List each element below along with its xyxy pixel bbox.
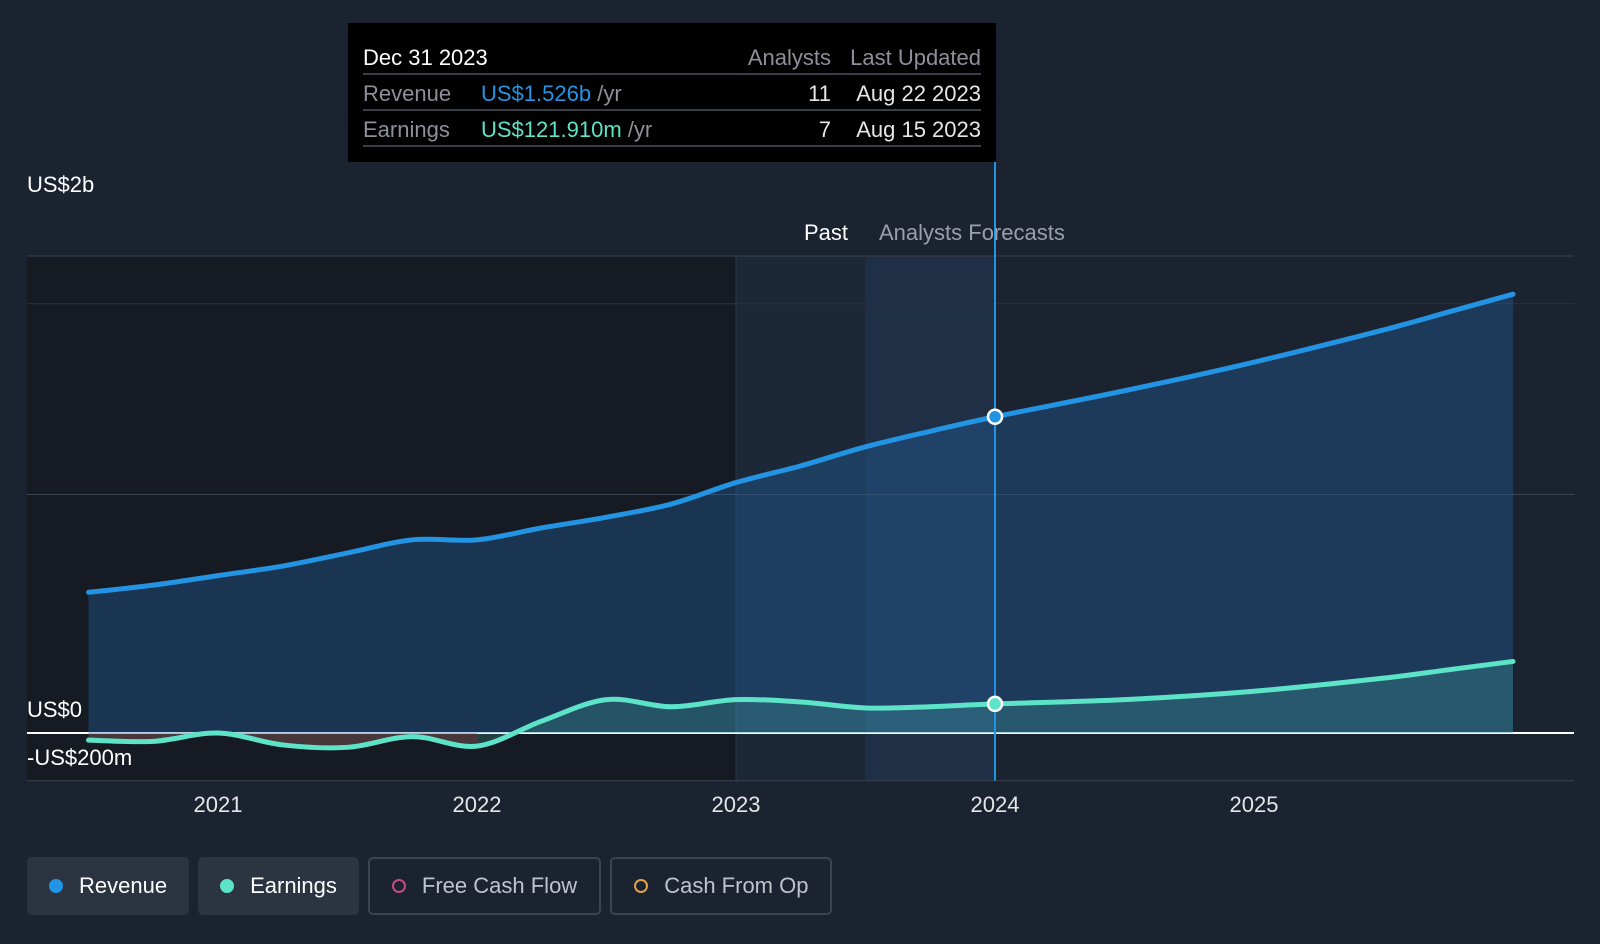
y-axis-top-label: US$2b <box>27 172 95 197</box>
analysts-header: Analysts <box>747 45 831 70</box>
forecast-label: Analysts Forecasts <box>879 220 1065 245</box>
legend-label: Earnings <box>250 873 337 898</box>
revenue-dot-icon <box>49 879 63 893</box>
forecast-band <box>865 256 995 781</box>
tooltip-label: Revenue <box>363 81 452 106</box>
revenue-marker <box>986 408 1004 425</box>
x-tick-label: 2023 <box>711 792 761 817</box>
revenue-line <box>86 291 1516 595</box>
tooltip-updated: Aug 15 2023 <box>856 117 981 142</box>
x-tick-label: 2025 <box>1229 792 1279 817</box>
tooltip-value: US$121.910m /yr <box>481 117 652 143</box>
legend: Revenue Earnings Free Cash Flow Cash Fro… <box>27 857 833 915</box>
legend-label: Free Cash Flow <box>421 873 578 898</box>
x-tick-label: 2022 <box>452 792 502 817</box>
tooltip-value: US$1.526b /yr <box>481 81 622 107</box>
tooltip-analysts: 11 <box>808 81 831 106</box>
last-updated-header: Last Updated <box>850 45 981 70</box>
past-band <box>736 256 866 781</box>
earnings-area <box>88 661 1513 748</box>
legend-earnings-button[interactable]: Earnings <box>198 857 359 915</box>
earnings-value: US$121.910m <box>481 117 622 142</box>
earnings-dot-icon <box>220 879 235 893</box>
earnings-marker <box>986 695 1004 713</box>
y-axis-bottom-label: -US$200m <box>27 745 133 770</box>
tooltip-header: Dec 31 2023 Analysts Last Updated <box>363 39 981 75</box>
tooltip: Dec 31 2023 Analysts Last Updated Revenu… <box>348 23 996 162</box>
free-cash-flow-ring-icon <box>391 879 406 893</box>
earnings-unit: /yr <box>627 117 653 142</box>
earnings-negative-area <box>88 732 477 748</box>
tooltip-row-revenue: Revenue US$1.526b /yr 11 Aug 22 2023 <box>363 75 981 111</box>
y-axis-zero-label: US$0 <box>27 697 83 722</box>
revenue-value: US$1.526b <box>481 81 592 106</box>
legend-label: Revenue <box>79 873 168 898</box>
revenue-unit: /yr <box>597 81 622 106</box>
tooltip-label: Earnings <box>363 117 450 142</box>
legend-free-cash-flow-button[interactable]: Free Cash Flow <box>367 857 602 915</box>
x-tick-label: 2021 <box>193 792 243 817</box>
revenue-area <box>88 294 1513 733</box>
tooltip-analysts: 7 <box>818 117 831 142</box>
past-background <box>27 256 736 781</box>
legend-label: Cash From Op <box>664 873 809 898</box>
legend-revenue-button[interactable]: Revenue <box>27 857 190 915</box>
x-tick-label: 2024 <box>970 792 1020 817</box>
legend-cash-from-op-button[interactable]: Cash From Op <box>610 857 833 915</box>
tooltip-updated: Aug 22 2023 <box>856 81 981 106</box>
earnings-line <box>86 658 1516 751</box>
tooltip-date: Dec 31 2023 <box>363 45 488 70</box>
cash-from-op-ring-icon <box>634 879 649 893</box>
tooltip-row-earnings: Earnings US$121.910m /yr 7 Aug 15 2023 <box>363 111 981 147</box>
past-label: Past <box>803 220 848 245</box>
